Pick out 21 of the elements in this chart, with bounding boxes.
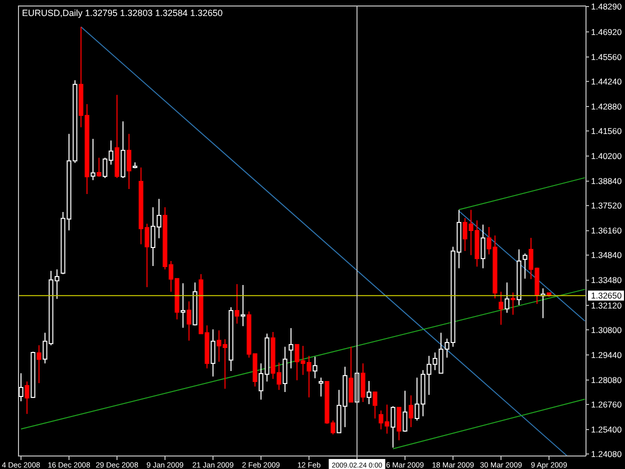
y-tick-label: 1.40200: [591, 151, 622, 162]
y-tick-label: 1.46920: [591, 26, 622, 37]
y-tick-label: 1.28080: [591, 375, 622, 386]
y-tick-label: 1.25400: [591, 424, 622, 435]
y-tick-label: 1.30800: [591, 324, 622, 335]
y-tick-label: 1.45560: [591, 52, 622, 62]
y-tick-label: 1.24080: [591, 448, 622, 459]
y-tick-label: 1.42880: [591, 102, 622, 112]
y-tick-label: 1.48290: [591, 2, 622, 12]
ref-line-label: 1.32650: [591, 290, 622, 301]
y-tick-label: 1.37520: [591, 200, 622, 211]
y-tick-label: 1.36160: [591, 226, 622, 236]
y-tick-label: 1.29440: [591, 350, 622, 360]
y-tick-label: 1.33480: [591, 275, 622, 286]
y-tick-label: 1.44240: [591, 76, 622, 86]
y-tick-label: 1.34840: [591, 250, 622, 260]
y-tick-label: 1.26760: [591, 399, 622, 410]
chart-title: EURUSD,Daily 1.32795 1.32803 1.32584 1.32650: [22, 8, 223, 18]
y-tick-label: 1.41560: [591, 126, 622, 136]
y-tick-label: 1.32120: [591, 300, 622, 310]
y-tick-label: 1.38840: [591, 176, 622, 186]
